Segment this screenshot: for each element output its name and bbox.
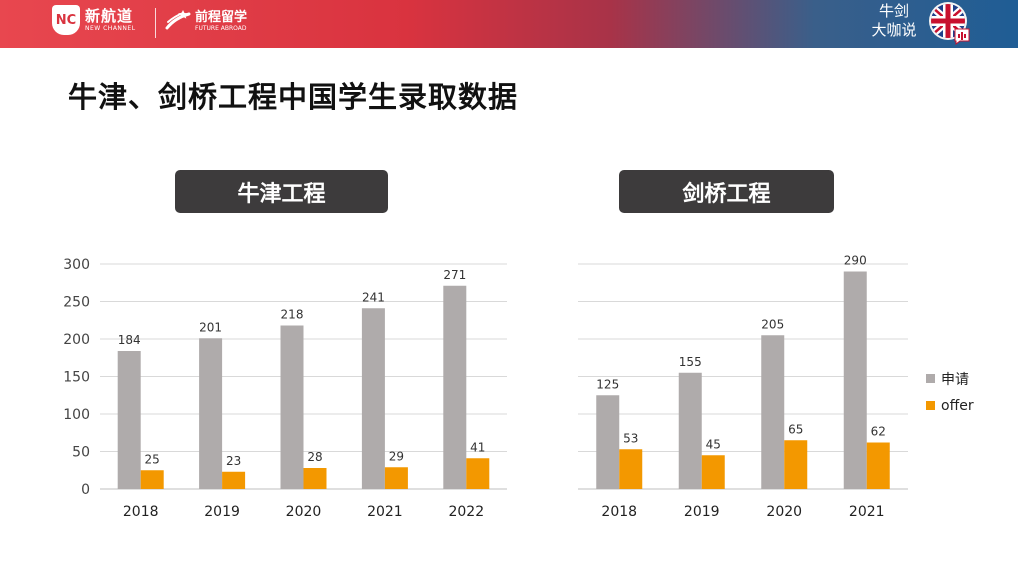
oxford-chart-title: 牛津工程 [175,170,388,213]
x-tick-label: 2021 [367,504,403,520]
logo1-cn: 新航道 [85,6,134,25]
bar-offer [222,471,246,489]
x-tick-label: 2018 [601,504,637,520]
data-label: 53 [623,431,638,445]
legend-label-apply: 申请 [941,371,969,388]
cambridge-chart-title: 剑桥工程 [619,170,834,213]
data-label: 25 [145,452,160,466]
bar-apply [280,325,304,489]
x-tick-label: 2018 [123,504,159,520]
bar-apply [199,338,223,489]
brand-line2: 大咖说 [871,21,917,39]
bar-offer [701,455,725,489]
logo-divider [155,8,156,38]
y-tick-label: 100 [63,407,90,423]
star-swoosh-icon [165,8,191,34]
bar-apply [761,335,785,489]
data-label: 41 [470,440,485,454]
bar-offer [303,468,327,489]
data-label: 241 [362,290,385,304]
chart-legend: 申请 offer [926,365,974,419]
logo2-en: FUTURE ABROAD [195,24,247,32]
y-tick-label: 300 [63,257,90,273]
data-label: 184 [118,333,141,347]
data-label: 125 [596,377,619,391]
brand-line1: 牛剑 [878,2,909,20]
bar-offer [866,442,890,489]
future-abroad-logo: 前程留学 FUTURE ABROAD [165,8,247,34]
x-tick-label: 2019 [204,504,240,520]
logo1-en: NEW CHANNEL [85,24,136,32]
y-tick-label: 250 [63,295,90,311]
y-tick-label: 50 [72,445,90,461]
new-channel-logo: NC 新航道 NEW CHANNEL [52,5,136,35]
data-label: 290 [844,254,867,268]
bar-offer [784,440,808,489]
bar-apply [361,308,385,489]
brand-niujian: 牛剑 大咖说 [866,2,922,40]
data-label: 201 [199,320,222,334]
nc-badge: NC [52,5,80,35]
header-bar: NC 新航道 NEW CHANNEL 前程留学 FUTURE ABROAD 牛剑… [0,0,1018,48]
bar-offer [619,449,643,489]
data-label: 155 [679,355,702,369]
x-tick-label: 2020 [286,504,322,520]
legend-item-apply: 申请 [926,365,974,392]
data-label: 218 [281,308,304,322]
legend-swatch-offer [926,401,935,410]
bar-offer [140,470,164,489]
data-label: 45 [706,437,721,451]
y-tick-label: 0 [81,482,90,498]
y-tick-label: 150 [63,370,90,386]
x-tick-label: 2022 [448,504,484,520]
oxford-bar-chart: 0 50 100 150 200 250 300 184 25 2018 201 23 2019 218 2… [63,257,507,520]
bar-apply [443,285,467,489]
legend-label-offer: offer [941,397,974,414]
x-tick-label: 2019 [684,504,720,520]
x-tick-label: 2021 [849,504,885,520]
data-label: 205 [761,317,784,331]
bar-apply [117,351,141,489]
uk-flag-chat-icon [925,1,971,45]
cambridge-bar-chart: 125 53 2018 155 45 2019 205 65 2020 290 62 2021 [578,254,908,520]
y-tick-label: 200 [63,332,90,348]
data-label: 23 [226,454,241,468]
bar-offer [384,467,408,489]
data-label: 29 [389,449,404,463]
logo2-cn: 前程留学 [195,9,248,25]
page-title: 牛津、剑桥工程中国学生录取数据 [68,80,519,114]
data-label: 271 [443,268,466,282]
x-tick-label: 2020 [766,504,802,520]
bar-apply [596,395,620,489]
bar-apply [843,271,867,489]
bar-apply [678,372,702,489]
data-label: 62 [871,425,886,439]
legend-swatch-apply [926,374,935,383]
bar-offer [466,458,490,489]
data-label: 65 [788,422,803,436]
legend-item-offer: offer [926,392,974,419]
data-label: 28 [307,450,322,464]
